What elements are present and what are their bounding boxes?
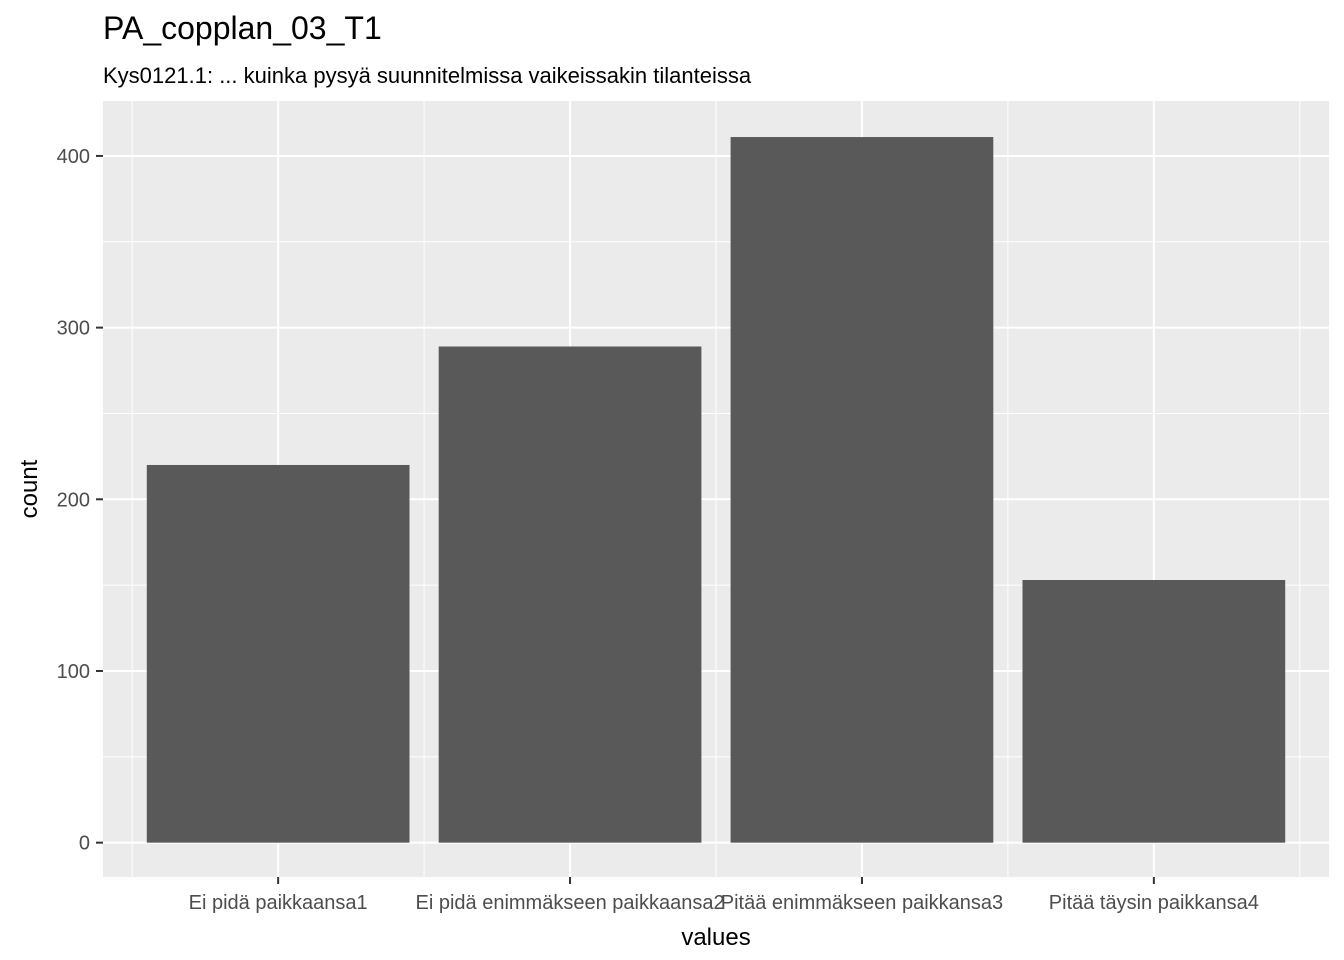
- bar: [146, 464, 410, 843]
- bar: [730, 137, 994, 843]
- x-tick-label: Ei pidä enimmäkseen paikkaansa2: [416, 892, 725, 914]
- chart-subtitle: Kys0121.1: ... kuinka pysyä suunnitelmis…: [103, 63, 752, 88]
- y-tick-label: 400: [57, 146, 90, 168]
- chart-title: PA_copplan_03_T1: [103, 10, 382, 46]
- y-tick-label: 200: [57, 489, 90, 511]
- x-axis-label: values: [681, 924, 750, 951]
- x-tick-label: Pitää enimmäkseen paikkansa3: [721, 892, 1003, 914]
- bar: [438, 346, 702, 843]
- x-tick-label: Pitää täysin paikkansa4: [1049, 892, 1259, 914]
- y-tick-label: 100: [57, 661, 90, 683]
- y-tick-label: 300: [57, 318, 90, 340]
- x-tick-label: Ei pidä paikkaansa1: [189, 892, 368, 914]
- bar: [1022, 579, 1286, 843]
- y-axis-label: count: [16, 459, 43, 518]
- y-tick-label: 0: [79, 833, 90, 855]
